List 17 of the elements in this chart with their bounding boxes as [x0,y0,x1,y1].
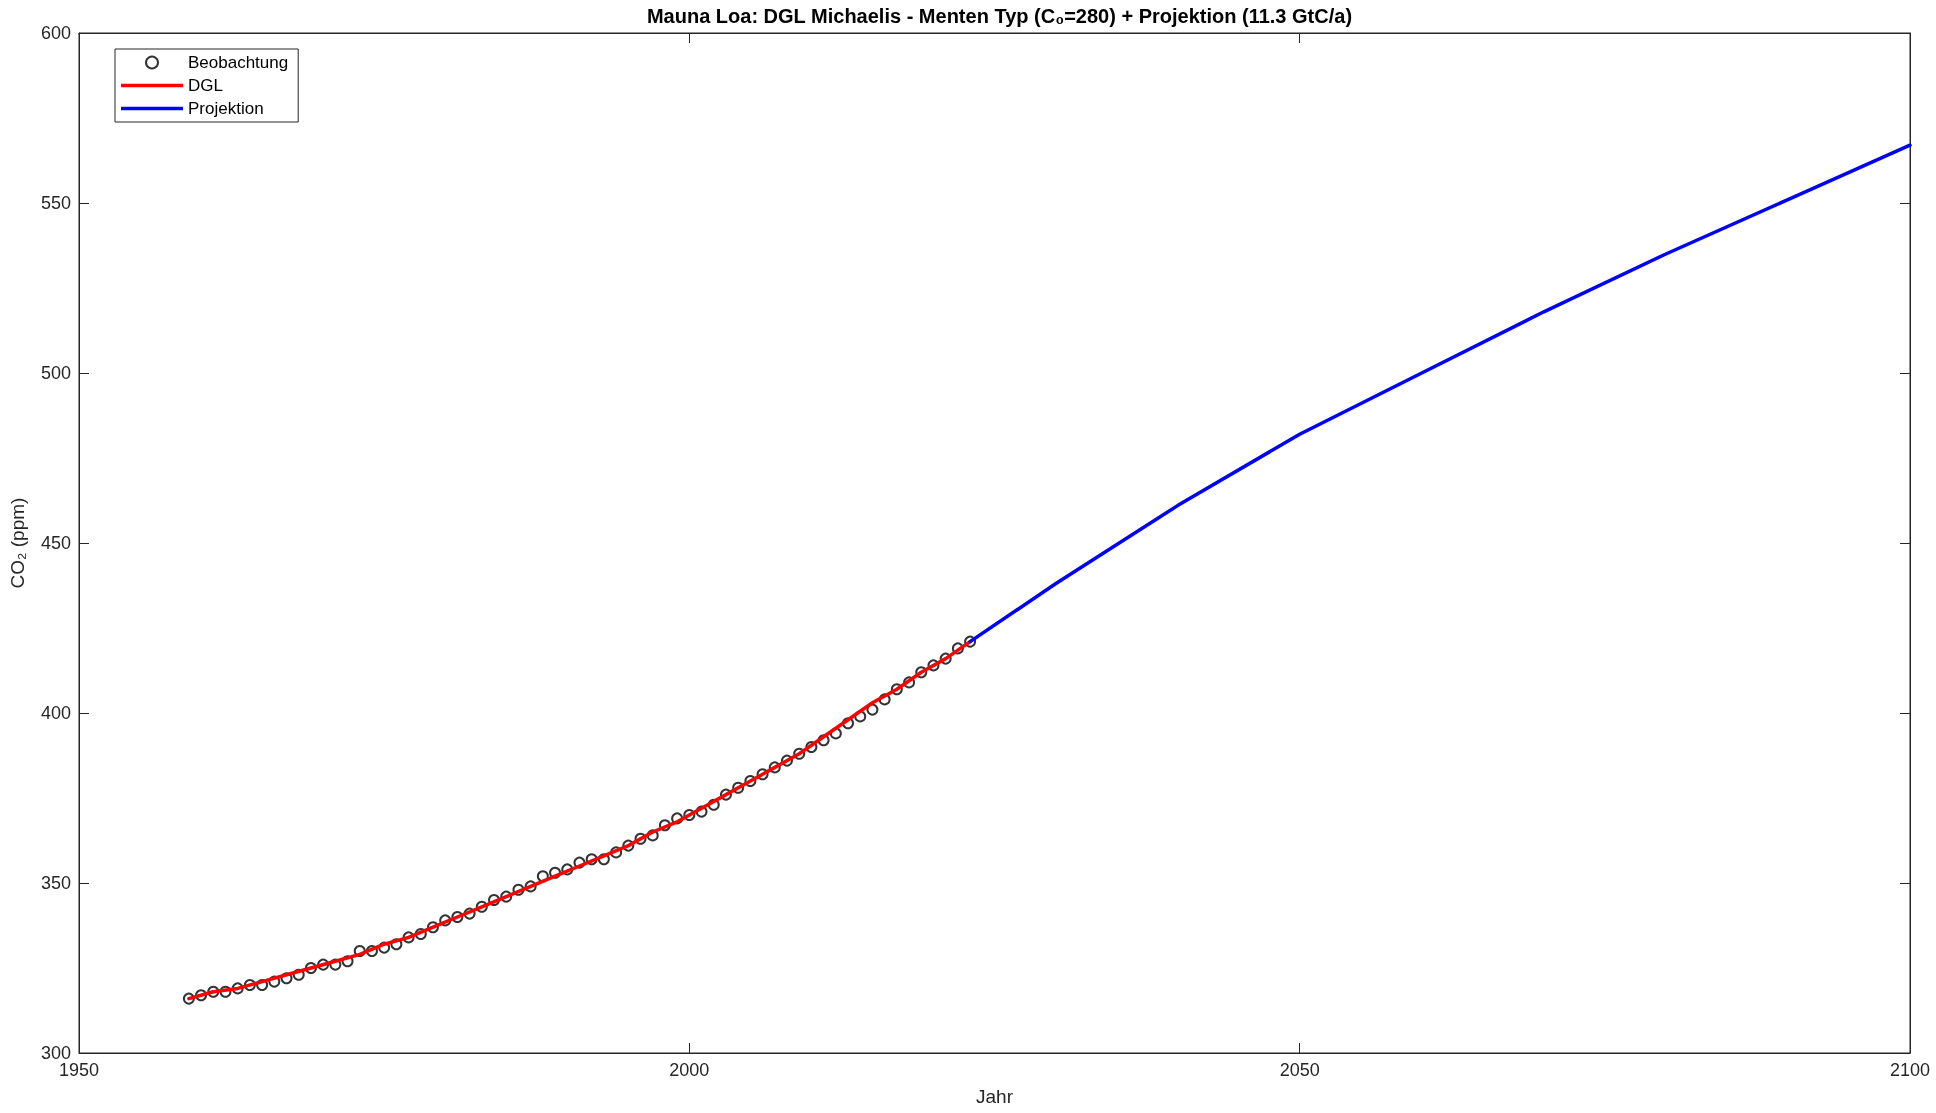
y-tick-label: 500 [40,363,71,383]
y-tick-label: 550 [40,193,71,213]
legend-label: Projektion [188,99,264,118]
chart-title: Mauna Loa: DGL Michaelis - Menten Typ (C₀=280) + Projektion (11.3 GtC/a) [646,5,1353,27]
x-tick-label: 2100 [1889,1060,1931,1080]
y-tick-label: 600 [40,23,71,43]
y-axis-title: CO₂ (ppm) [7,497,28,589]
y-tick-label: 300 [40,1043,71,1063]
y-tick-label: 350 [40,873,71,893]
x-tick-label: 2000 [669,1060,710,1080]
legend-label: Beobachtung [188,53,289,72]
x-tick-label: 1950 [58,1060,100,1080]
y-tick-label: 400 [40,703,71,723]
x-tick-label: 2050 [1279,1060,1320,1080]
y-tick-label: 450 [40,533,71,553]
legend-label: DGL [188,76,223,95]
x-axis-title: Jahr [976,1086,1014,1107]
